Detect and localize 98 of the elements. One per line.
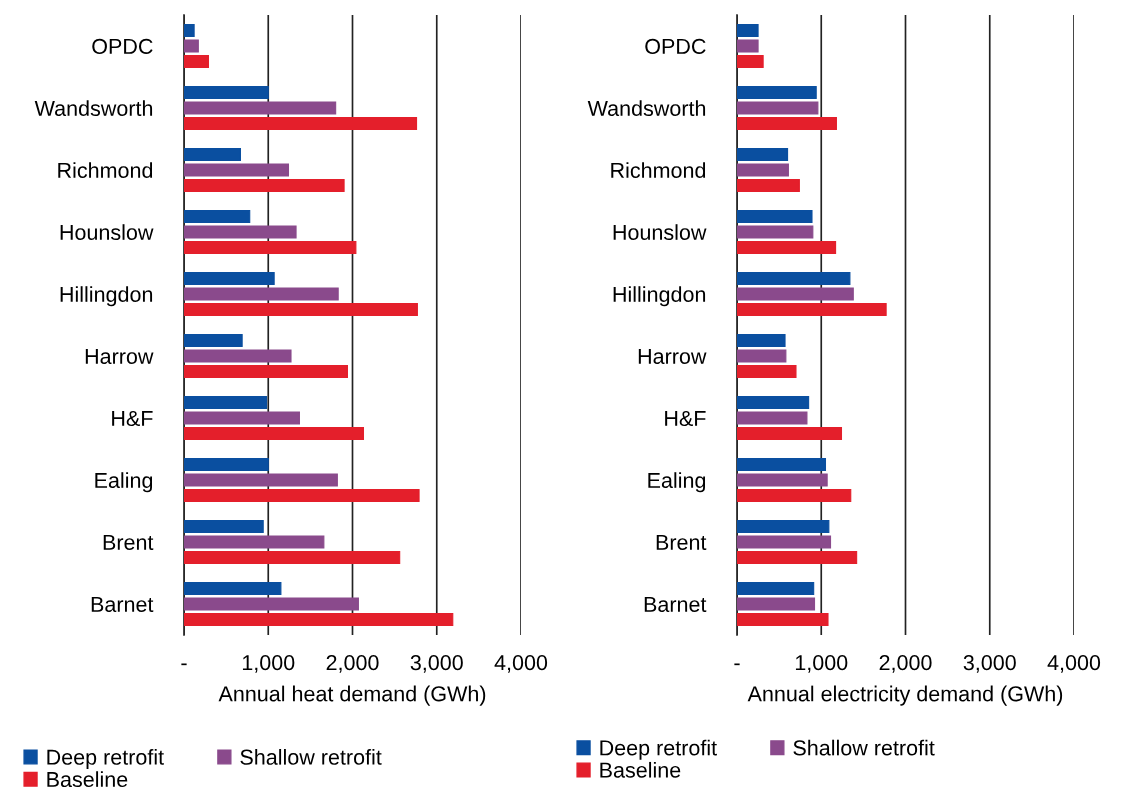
bar: [737, 54, 764, 69]
bar: [184, 473, 338, 487]
y-tick-label: Hillingdon: [60, 286, 153, 307]
y-tick-label: Hounslow: [613, 224, 707, 241]
bar: [737, 535, 832, 549]
x-tick-label: 1,000: [242, 655, 295, 673]
bar: [737, 240, 837, 255]
bar: [184, 85, 269, 100]
bar: [737, 287, 854, 301]
bar: [737, 597, 816, 611]
bar: [184, 612, 454, 627]
y-tick-label: Brent: [656, 534, 707, 551]
y-tick-label: OPDC: [92, 38, 153, 55]
legend-label: Baseline: [600, 761, 681, 778]
bar: [737, 163, 789, 177]
bar: [737, 333, 786, 348]
x-tick-label: -: [734, 663, 740, 666]
bar: [737, 550, 858, 565]
bar: [184, 178, 345, 193]
y-tick-label: Ealing: [648, 472, 706, 493]
x-axis-title: Annual heat demand (GWh): [218, 685, 486, 706]
x-tick-label: 2,000: [879, 655, 932, 673]
bar: [737, 488, 852, 503]
y-tick-label: Ealing: [95, 472, 153, 493]
bar: [184, 488, 420, 503]
bar: [737, 302, 887, 317]
x-axis-title: Annual electricity demand (GWh): [747, 685, 1063, 706]
legend-label: Deep retrofit: [600, 739, 717, 760]
x-tick-label: -: [181, 663, 187, 666]
y-tick-label: Richmond: [58, 162, 153, 179]
bar: [184, 550, 401, 565]
bar: [737, 147, 789, 162]
bar: [184, 395, 268, 410]
bar: [737, 395, 810, 410]
y-tick-label: Hillingdon: [613, 286, 706, 307]
bar: [184, 519, 264, 534]
bar: [737, 473, 828, 487]
bar: [737, 101, 819, 115]
bar: [184, 349, 292, 363]
y-tick-label: Hounslow: [60, 224, 154, 241]
bar: [184, 54, 209, 69]
bar: [737, 39, 759, 53]
x-tick-label: 2,000: [326, 655, 379, 673]
x-tick-label: 3,000: [963, 655, 1016, 673]
bar: [184, 209, 251, 224]
bar: [737, 85, 817, 100]
y-tick-label: Richmond: [611, 162, 706, 179]
bar: [737, 519, 830, 534]
y-tick-label: Harrow: [85, 348, 154, 365]
x-tick-label: 4,000: [494, 655, 548, 673]
bar: [184, 39, 199, 53]
y-tick-label: Brent: [103, 534, 154, 551]
bar: [184, 364, 348, 379]
y-tick-label: Wandsworth: [587, 100, 706, 117]
y-tick-label: Wandsworth: [34, 100, 153, 117]
bar: [737, 178, 800, 193]
y-tick-label: OPDC: [645, 38, 706, 55]
legend-label: Deep retrofit: [47, 749, 164, 770]
y-tick-label: Barnet: [644, 596, 707, 613]
bar: [737, 457, 827, 472]
x-tick-label: 1,000: [795, 655, 848, 673]
bar: [737, 209, 813, 224]
bar: [737, 581, 815, 596]
bar: [737, 364, 797, 379]
bar: [184, 597, 359, 611]
bar: [737, 23, 759, 38]
bar: [184, 225, 297, 239]
bar: [184, 426, 365, 441]
bar: [184, 101, 337, 115]
legend-label: Baseline: [47, 771, 128, 788]
y-tick-label: H&F: [112, 410, 153, 427]
bar: [737, 411, 808, 425]
bar: [737, 116, 837, 131]
bar: [184, 116, 418, 131]
legend-label: Shallow retrofit: [240, 749, 382, 765]
bar: [184, 411, 300, 425]
x-tick-label: 3,000: [410, 655, 463, 673]
bar: [184, 163, 290, 177]
bar: [737, 612, 829, 627]
legend-label: Shallow retrofit: [793, 739, 935, 756]
y-tick-label: H&F: [665, 410, 706, 427]
bar: [184, 333, 243, 348]
bar: [184, 147, 242, 162]
y-tick-label: Barnet: [91, 596, 154, 613]
bar: [184, 240, 357, 255]
bar: [184, 535, 325, 549]
bar: [184, 457, 269, 472]
x-tick-label: 4,000: [1047, 655, 1101, 673]
bar: [184, 23, 195, 38]
bar: [737, 349, 787, 363]
bar: [184, 271, 275, 286]
bar: [737, 426, 843, 441]
bar: [184, 302, 418, 317]
bar: [737, 225, 814, 239]
y-tick-label: Harrow: [638, 348, 707, 365]
bar: [184, 287, 339, 301]
bar: [737, 271, 851, 286]
bar: [184, 581, 282, 596]
